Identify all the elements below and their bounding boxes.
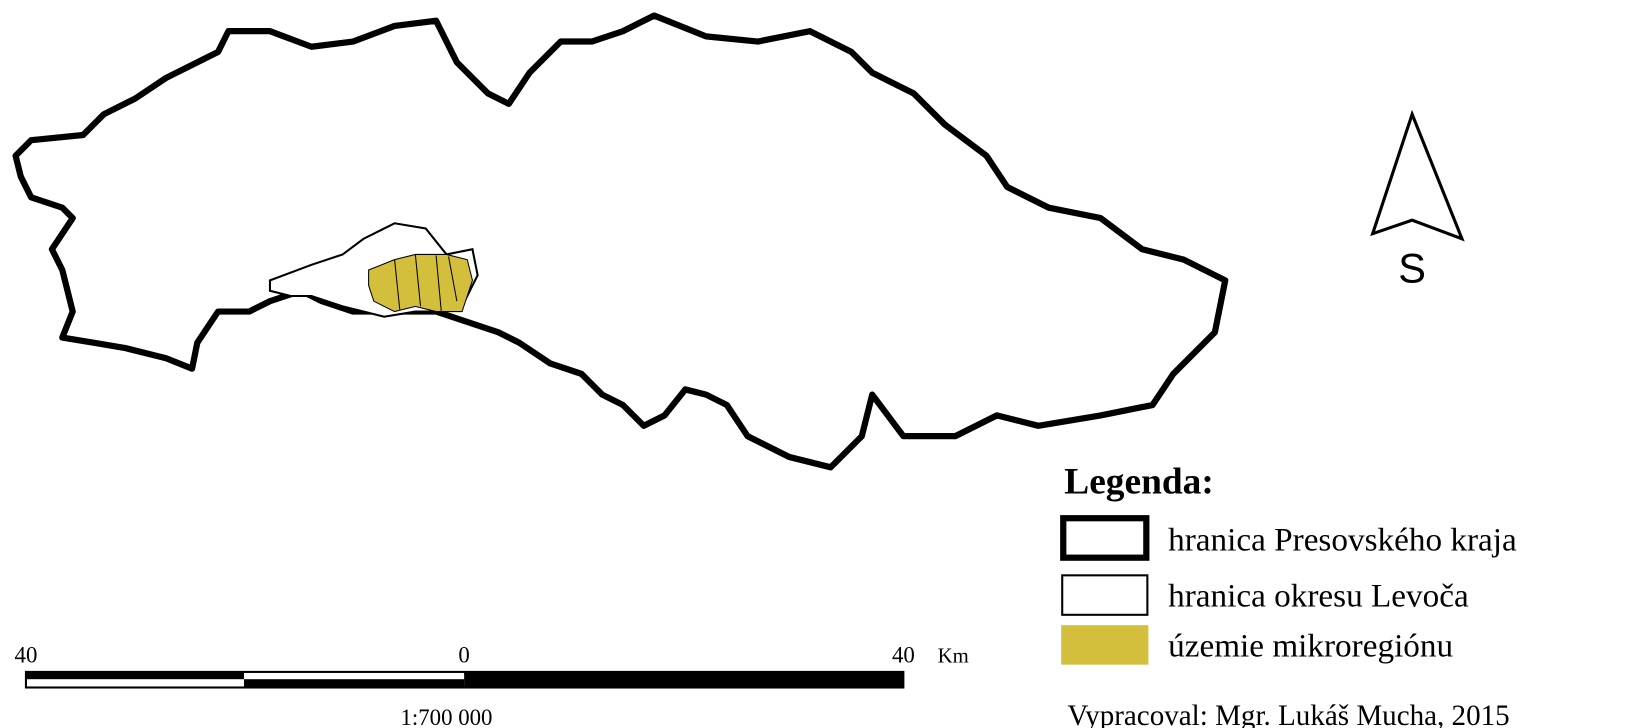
- scale-tick: 0: [458, 643, 469, 668]
- legend-title: Legenda:: [1064, 461, 1213, 502]
- region-border: [12, 12, 1229, 471]
- microregion-lines: [394, 254, 458, 312]
- scale-tick: 40: [15, 643, 38, 668]
- north-arrow: [1370, 109, 1465, 242]
- scale-tick: 40: [892, 643, 915, 668]
- credit: Vypracoval: Mgr. Lukáš Mucha, 2015: [1067, 700, 1509, 728]
- legend-item: hranica Presovského kraja: [1168, 521, 1517, 558]
- legend-item: územie mikroregiónu: [1168, 627, 1453, 664]
- scale-segment: [464, 671, 904, 688]
- north-label: S: [1398, 244, 1426, 291]
- scale-ratio: 1:700 000: [401, 705, 493, 728]
- legend-swatch: [1061, 625, 1149, 665]
- scale-segment: [244, 679, 465, 688]
- scale-segment: [25, 671, 245, 680]
- legend-item: hranica okresu Levoča: [1168, 577, 1469, 614]
- legend-swatch: [1061, 574, 1149, 616]
- legend-swatch: [1060, 515, 1150, 561]
- scale-unit: Km: [938, 646, 969, 668]
